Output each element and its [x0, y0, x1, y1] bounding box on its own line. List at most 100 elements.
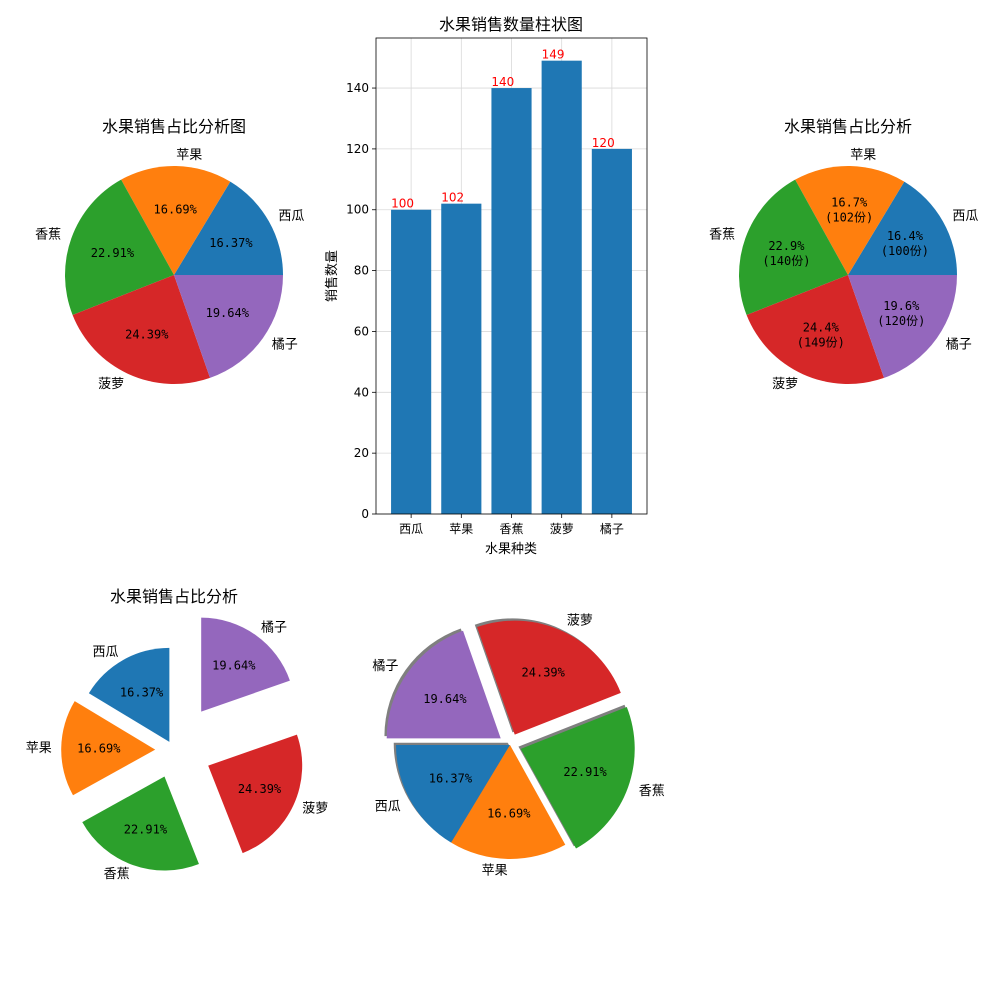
pie2-category-label: 菠萝 — [772, 377, 798, 392]
pie1-category-label: 菠萝 — [98, 377, 124, 392]
pie3-percent-label: 19.64% — [212, 659, 256, 673]
bar-5 — [591, 148, 632, 514]
y-tick-label: 0 — [361, 507, 369, 521]
y-tick-label: 140 — [346, 81, 369, 95]
pie3-category-label: 菠萝 — [302, 802, 328, 817]
pie-chart-share-with-counts: 水果销售占比分析 西瓜 16.4%(100份) 苹果 16.7%(102份) 香蕉 22.… — [709, 117, 978, 392]
pie1-category-label: 香蕉 — [35, 228, 61, 243]
bar-4 — [541, 60, 582, 515]
pie4-category-label: 苹果 — [482, 863, 508, 878]
bar-data-label: 100 — [391, 197, 414, 211]
pie2-percent-label: 16.7% — [831, 196, 868, 210]
pie4-wedge-3 — [520, 707, 635, 849]
pie3-wedge-1 — [88, 647, 170, 742]
pie2-wedge-2 — [795, 166, 905, 275]
pie4-percent-label: 16.69% — [487, 806, 531, 820]
pie4-percent-label: 16.37% — [429, 772, 473, 786]
pie1-wedge-5 — [174, 275, 283, 378]
pie1-percent-label: 16.37% — [209, 236, 253, 250]
exploded-pie-chart: 水果销售占比分析 西瓜 16.37% 苹果 16.69% 香蕉 22.91% 菠萝 24.39… — [26, 587, 328, 882]
pie4-wedge-4 — [477, 620, 621, 735]
y-tick-label: 40 — [354, 385, 369, 399]
x-tick-label: 香蕉 — [499, 522, 523, 536]
bar-chart-xlabel: 水果种类 — [485, 542, 537, 557]
pie2-percent-label: 16.4% — [887, 229, 924, 243]
pie4-percent-label: 22.91% — [563, 765, 607, 779]
bar-chart-title: 水果销售数量柱状图 — [439, 15, 583, 34]
pie2-percent-label: 22.9% — [768, 239, 805, 253]
x-tick-label: 西瓜 — [399, 522, 423, 536]
bar-chart-axes-frame — [375, 37, 648, 515]
y-tick-label: 60 — [354, 324, 369, 338]
pie2-count-label: (100份) — [881, 244, 929, 258]
pie2-count-label: (102份) — [825, 211, 873, 225]
y-tick-label: 100 — [346, 203, 369, 217]
pie3-category-label: 橘子 — [261, 619, 287, 635]
pie1-wedge-3 — [65, 179, 174, 315]
pie1-percent-label: 24.39% — [125, 328, 169, 342]
bar-data-label: 120 — [592, 136, 615, 150]
pie2-category-label: 西瓜 — [952, 209, 978, 224]
pie1-wedge-1 — [174, 181, 283, 275]
pie2-wedge-5 — [848, 275, 957, 378]
x-tick-label: 菠萝 — [550, 522, 574, 536]
pie4-category-label: 菠萝 — [567, 614, 593, 629]
pie2-wedge-3 — [739, 179, 848, 315]
y-tick-label: 20 — [354, 446, 369, 460]
pie2-percent-label: 24.4% — [803, 321, 840, 335]
pie-chart-share: 水果销售占比分析图 西瓜 16.37% 苹果 16.69% 香蕉 22.91% 菠萝 24.3… — [35, 117, 304, 392]
pie-chart-share-title: 水果销售占比分析图 — [102, 117, 246, 136]
x-tick-label: 橘子 — [600, 521, 624, 536]
pie4-percent-label: 19.64% — [423, 692, 467, 706]
pie2-wedge-1 — [848, 181, 957, 275]
pie3-wedge-3 — [82, 776, 199, 871]
y-tick-label: 120 — [346, 142, 369, 156]
pie1-percent-label: 22.91% — [91, 246, 135, 260]
pie2-count-label: (140份) — [762, 254, 810, 268]
pie3-percent-label: 16.69% — [77, 742, 121, 756]
pie4-wedge-5 — [386, 630, 501, 739]
bar-chart-ylabel: 销售数量 — [324, 250, 340, 302]
pie1-category-label: 西瓜 — [278, 209, 304, 224]
pie3-category-label: 苹果 — [26, 741, 52, 756]
pie-chart-counts-title: 水果销售占比分析 — [784, 117, 912, 136]
pie1-wedge-4 — [72, 275, 211, 385]
pie3-percent-label: 22.91% — [124, 823, 168, 837]
pie3-category-label: 西瓜 — [92, 645, 118, 660]
pie4-category-label: 香蕉 — [639, 784, 665, 799]
pie3-wedge-4 — [208, 734, 303, 854]
y-tick-label: 80 — [354, 264, 369, 278]
pie2-percent-label: 19.6% — [883, 299, 920, 313]
pie1-percent-label: 16.69% — [154, 203, 198, 217]
exploded-pie-title: 水果销售占比分析 — [110, 587, 238, 606]
bar-data-label: 140 — [491, 75, 514, 89]
pie4-wedge-1 — [396, 745, 510, 843]
pie4-category-label: 西瓜 — [375, 800, 401, 815]
pie2-count-label: (120份) — [877, 314, 925, 328]
bar-chart-sales: 水果销售数量柱状图 水果种类 销售数量 100 西瓜 102 苹果 140 香蕉 149 菠萝… — [324, 15, 648, 557]
pie1-percent-label: 19.64% — [206, 306, 250, 320]
pie2-wedge-4 — [746, 275, 885, 385]
pie3-wedge-2 — [61, 701, 156, 796]
pie4-wedge-2 — [451, 745, 566, 859]
pie2-category-label: 苹果 — [850, 148, 876, 163]
pie1-category-label: 橘子 — [272, 336, 298, 352]
bar-data-label: 149 — [542, 48, 565, 62]
pie2-category-label: 香蕉 — [709, 228, 735, 243]
pie3-category-label: 香蕉 — [104, 867, 130, 882]
x-tick-label: 苹果 — [449, 522, 473, 536]
pie3-wedge-5 — [201, 617, 290, 712]
bar-2 — [441, 203, 482, 514]
pie2-count-label: (149份) — [797, 336, 845, 350]
pie3-percent-label: 24.39% — [238, 782, 282, 796]
bar-3 — [491, 88, 532, 515]
pie1-category-label: 苹果 — [176, 148, 202, 163]
pie2-category-label: 橘子 — [946, 336, 972, 352]
bar-1 — [391, 209, 432, 514]
pie4-percent-label: 24.39% — [522, 665, 566, 679]
bar-data-label: 102 — [441, 191, 464, 205]
pie4-category-label: 橘子 — [372, 658, 398, 674]
pie3-percent-label: 16.37% — [120, 686, 164, 700]
shadow-pie-chart: 西瓜 16.37% 苹果 16.69% 香蕉 22.91% 菠萝 24.39% 橘子 19.64% — [372, 614, 664, 879]
